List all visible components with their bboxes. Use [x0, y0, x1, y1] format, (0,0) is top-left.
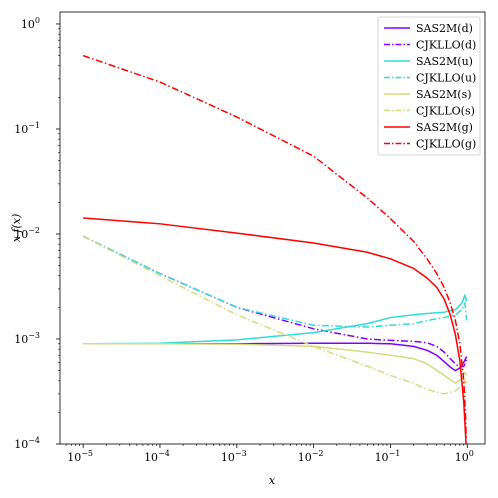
y-tick-label-4: 100 [21, 16, 40, 31]
x-axis-label: x [269, 474, 276, 487]
x-axis: 10−5 10−4 10−3 10−2 10−1 100 [65, 444, 474, 464]
series-line-2 [83, 293, 468, 345]
series-line-4 [83, 343, 468, 385]
y-tick-label-0: 10−4 [14, 436, 40, 451]
legend: SAS2M(d) CJKLLO(d) SAS2M(u) CJKLLO(u) SAS2M(… [377, 16, 481, 156]
legend-label-3: CJKLLO(u) [416, 72, 476, 85]
y-tick-label-3: 10−1 [14, 121, 40, 136]
y-axis-label: x f(x) [10, 214, 23, 243]
x-tick-label-3: 10−2 [298, 449, 324, 464]
series-line-3 [82, 235, 468, 328]
legend-label-6: SAS2M(g) [416, 121, 473, 134]
series-line-6 [83, 217, 467, 444]
x-tick-label-2: 10−3 [221, 449, 247, 464]
legend-label-7: CJKLLO(g) [416, 138, 476, 151]
x-tick-label-0: 10−5 [67, 449, 93, 464]
series-line-7 [82, 54, 468, 440]
legend-label-0: SAS2M(d) [416, 22, 473, 35]
legend-label-2: SAS2M(u) [416, 55, 473, 68]
plot-frame [59, 11, 486, 445]
x-tick-label-5: 100 [455, 449, 474, 464]
series-line-0 [83, 342, 468, 372]
x-tick-label-1: 10−4 [144, 449, 170, 464]
legend-label-1: CJKLLO(d) [416, 39, 476, 52]
legend-label-4: SAS2M(s) [416, 88, 472, 101]
series-layer [82, 54, 468, 444]
legend-box [377, 16, 481, 156]
legend-label-5: CJKLLO(s) [416, 105, 475, 118]
x-tick-label-4: 10−1 [375, 449, 401, 464]
series-line-1 [82, 235, 468, 368]
y-tick-label-1: 10−3 [14, 331, 40, 346]
